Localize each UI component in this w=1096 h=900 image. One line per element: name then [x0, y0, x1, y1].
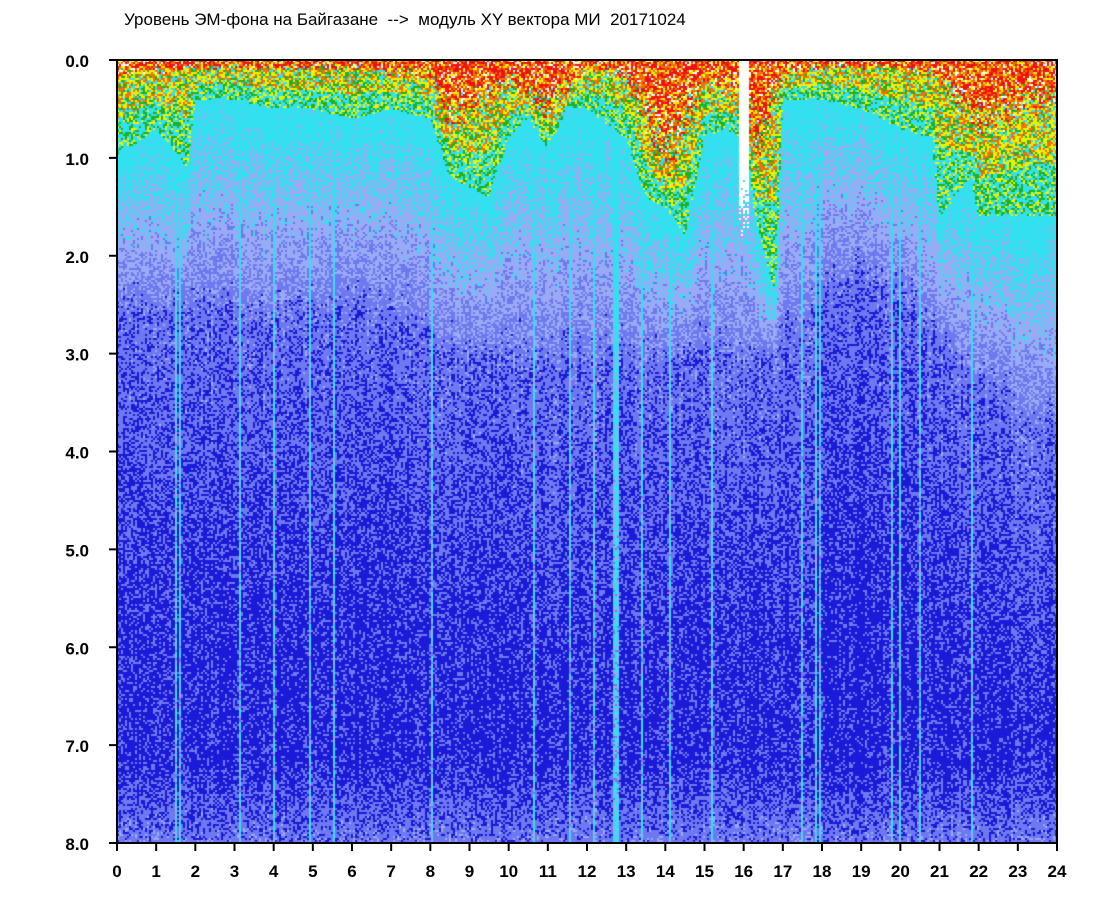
- y-tick-label: 8.0: [65, 835, 89, 854]
- plot-area: [117, 60, 1057, 843]
- y-tick-label: 2.0: [65, 248, 89, 267]
- y-tick-label: 0.0: [65, 52, 89, 71]
- x-tick-label: 18: [813, 862, 832, 881]
- y-tick-label: 3.0: [65, 346, 89, 365]
- x-tick-label: 23: [1008, 862, 1027, 881]
- y-tick-label: 6.0: [65, 639, 89, 658]
- x-tick-label: 10: [499, 862, 518, 881]
- x-tick-label: 9: [465, 862, 474, 881]
- x-tick-label: 3: [230, 862, 239, 881]
- x-tick-label: 11: [539, 862, 557, 881]
- y-tick-label: 1.0: [65, 150, 89, 169]
- x-tick-label: 8: [426, 862, 435, 881]
- x-tick-label: 20: [891, 862, 910, 881]
- x-tick-label: 5: [308, 862, 317, 881]
- axes: 0 1 2 3 4 5 6 7 8 9 10 11 12 13 14 15 16 17 18 19 20 21 22 23 24…: [65, 52, 1067, 881]
- x-tick-label: 13: [617, 862, 636, 881]
- x-tick-label: 12: [578, 862, 597, 881]
- x-tick-label: 2: [191, 862, 200, 881]
- x-tick-label: 7: [386, 862, 395, 881]
- x-tick-label: 24: [1048, 862, 1067, 881]
- y-tick-label: 4.0: [65, 444, 89, 463]
- heatmap-cells: [117, 60, 1057, 843]
- x-tick-label: 1: [151, 862, 160, 881]
- x-tick-label: 22: [969, 862, 988, 881]
- chart-title: Уровень ЭМ-фона на Байгазане --> модуль …: [124, 10, 686, 29]
- x-tick-label: 19: [852, 862, 871, 881]
- x-tick-label: 16: [734, 862, 753, 881]
- x-tick-label: 17: [773, 862, 792, 881]
- x-tick-label: 4: [269, 862, 279, 881]
- x-tick-label: 6: [347, 862, 356, 881]
- x-tick-label: 15: [695, 862, 714, 881]
- x-tick-label: 14: [656, 862, 675, 881]
- y-tick-label: 7.0: [65, 737, 89, 756]
- x-tick-label: 21: [930, 862, 949, 881]
- y-tick-label: 5.0: [65, 541, 89, 560]
- x-tick-label: 0: [112, 862, 121, 881]
